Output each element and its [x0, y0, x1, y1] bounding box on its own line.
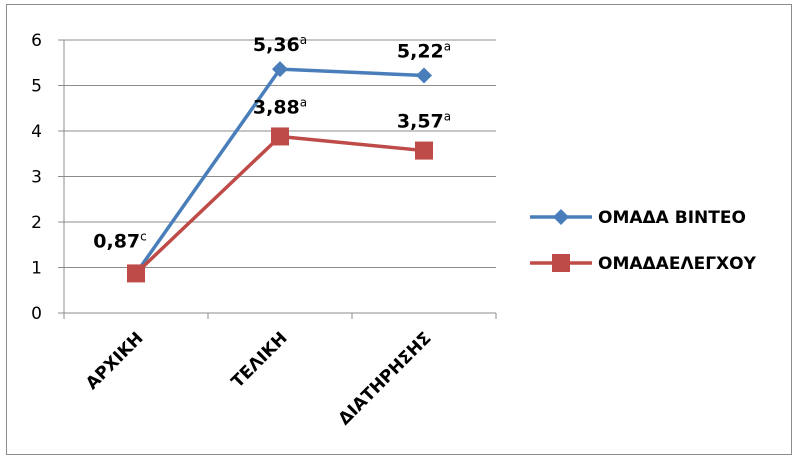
legend-label: ΟΜΑΔΑ ΒΙΝΤΕΟ — [598, 208, 746, 228]
data-label: 5,22a — [397, 39, 451, 62]
y-tick-label: 5 — [31, 77, 42, 97]
data-label: 5,36a — [253, 33, 307, 56]
data-point-square — [271, 127, 289, 146]
x-tick-label: ΔΙΑΤΗΡΗΣΗΣ — [335, 328, 436, 429]
chart-frame — [6, 4, 792, 455]
y-tick-label: 4 — [31, 122, 42, 142]
data-label: 3,57a — [397, 110, 451, 133]
legend-marker-square — [552, 254, 570, 272]
data-point-square — [415, 141, 433, 160]
y-tick-label: 3 — [31, 168, 42, 188]
legend-marker-diamond — [553, 209, 569, 225]
data-label: 3,88a — [253, 95, 307, 118]
data-point-diamond — [272, 61, 288, 78]
y-tick-label: 6 — [31, 31, 42, 51]
x-tick-label: ΤΕΛΙΚΗ — [228, 328, 292, 392]
y-tick-label: 0 — [31, 304, 42, 324]
y-tick-label: 2 — [31, 213, 42, 233]
series-line-2 — [134, 134, 425, 275]
x-tick-label: ΑΡΧΙΚΗ — [82, 328, 147, 393]
data-label: 0,87c — [93, 229, 147, 252]
legend-label: ΟΜΑΔΑΕΛΕΓΧΟΥ — [598, 254, 757, 274]
y-tick-label: 1 — [31, 259, 42, 279]
data-point-diamond — [416, 67, 432, 84]
data-point-square — [127, 264, 145, 283]
